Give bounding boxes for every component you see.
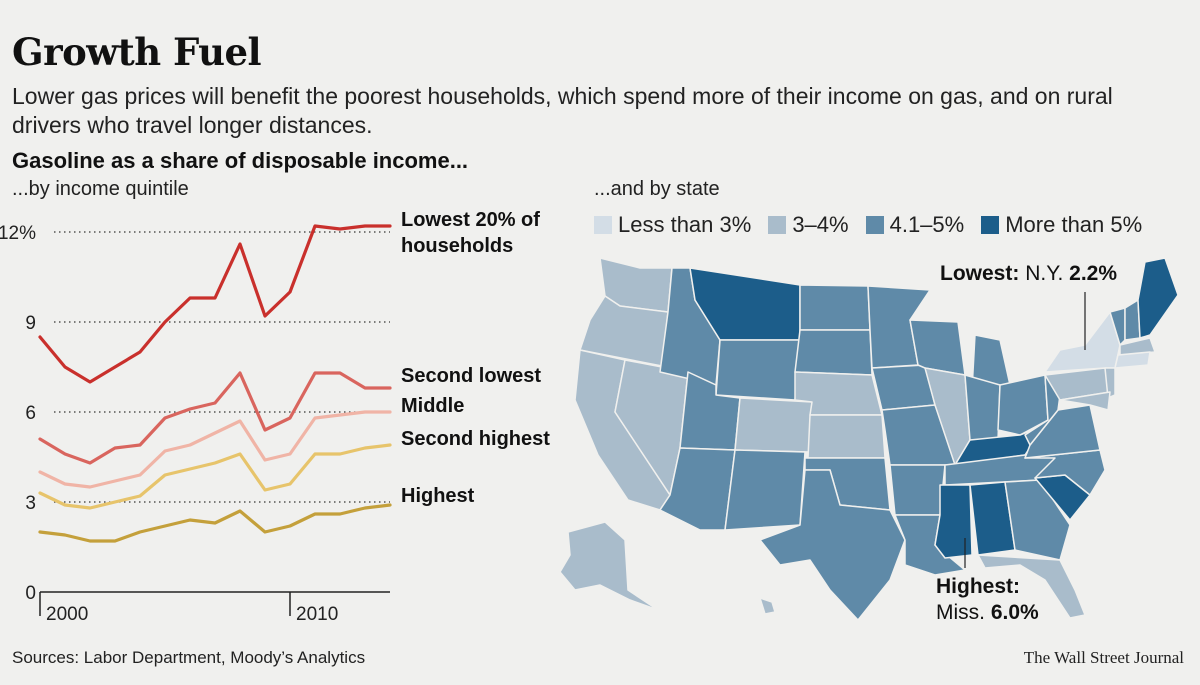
state-new-york	[1044, 311, 1121, 373]
series-line	[38, 503, 392, 543]
state-maryland-delaware	[1059, 391, 1111, 411]
source-note: Sources: Labor Department, Moody’s Analy…	[12, 648, 366, 667]
x-tick-label: 2010	[296, 604, 338, 625]
state-texas	[759, 469, 906, 621]
state-alaska	[559, 521, 659, 611]
y-tick-label: 3	[25, 493, 36, 514]
line-chart: 0 3 6 9 12% 2000 2010 Lowest 20% of households Se…	[0, 209, 550, 625]
highest-state: Miss.	[936, 601, 985, 624]
state-hawaii	[759, 597, 776, 615]
legend-swatch	[865, 216, 884, 234]
legend-swatch	[594, 216, 612, 234]
map-legend: Less than 3% 3–4% 4.1–5% More than 5%	[594, 212, 1159, 238]
credit: The Wall Street Journal	[1023, 648, 1184, 667]
subtitle: Lower gas prices will benefit the poores…	[12, 83, 1113, 138]
series-line	[38, 443, 392, 510]
state-connecticut-ri	[1114, 351, 1151, 369]
legend-item-less-than-3: Less than 3%	[594, 212, 751, 238]
state-indiana	[964, 374, 1001, 441]
legend-item-4-5: 4.1–5%	[865, 212, 965, 238]
state-arkansas	[889, 464, 946, 516]
series-label: Lowest 20% of households	[401, 209, 540, 257]
state-new-mexico	[724, 449, 806, 531]
section-title: Gasoline as a share of disposable income…	[12, 148, 469, 173]
series-line	[38, 410, 392, 489]
state-mississippi	[934, 484, 973, 559]
series-line	[38, 224, 392, 384]
lowest-annotation: Lowest: N.Y. 2.2%	[940, 262, 1117, 286]
legend-item-more-than-5: More than 5%	[981, 212, 1142, 238]
map-states	[559, 257, 1179, 621]
state-maine	[1137, 257, 1179, 339]
legend-label: More than 5%	[1005, 212, 1143, 237]
legend-swatch	[768, 216, 787, 234]
state-wyoming	[715, 339, 801, 401]
legend-label: 3–4%	[792, 212, 849, 237]
series-line	[38, 371, 392, 465]
state-massachusetts	[1119, 337, 1156, 356]
legend-label: Less than 3%	[618, 212, 752, 237]
state-ohio	[997, 374, 1049, 436]
highest-value: 6.0%	[990, 601, 1039, 624]
state-kansas	[807, 414, 886, 459]
series-label: Middle	[401, 395, 464, 417]
map-subtitle: ...and by state	[594, 178, 720, 200]
state-north-carolina	[1024, 449, 1106, 496]
legend-label: 4.1–5%	[889, 212, 965, 237]
state-georgia	[1004, 479, 1071, 561]
legend-swatch	[981, 216, 1000, 234]
y-tick-label: 6	[25, 403, 36, 424]
highest-annotation: Highest: Miss. 6.0%	[936, 574, 1039, 626]
state-colorado	[734, 397, 813, 453]
lowest-state: N.Y.	[1025, 262, 1064, 285]
state-north-dakota	[799, 284, 871, 331]
lowest-label: Lowest:	[940, 262, 1020, 285]
state-new-jersey	[1104, 367, 1116, 399]
y-tick-label: 12%	[0, 223, 36, 244]
x-tick-label: 2000	[46, 604, 88, 625]
left-chart-subtitle: ...by income quintile	[12, 178, 189, 200]
y-tick-label: 0	[25, 583, 36, 604]
series-label: Second highest	[401, 428, 550, 450]
page-title: Growth Fuel	[12, 30, 262, 74]
series-label: Highest	[401, 485, 475, 507]
legend-item-3-4: 3–4%	[768, 212, 849, 238]
state-south-dakota	[794, 329, 873, 376]
highest-label: Highest:	[936, 575, 1020, 598]
y-tick-label: 9	[25, 313, 36, 334]
lowest-value: 2.2%	[1069, 262, 1118, 285]
series-label: Second lowest	[401, 365, 541, 387]
state-florida	[977, 554, 1086, 619]
